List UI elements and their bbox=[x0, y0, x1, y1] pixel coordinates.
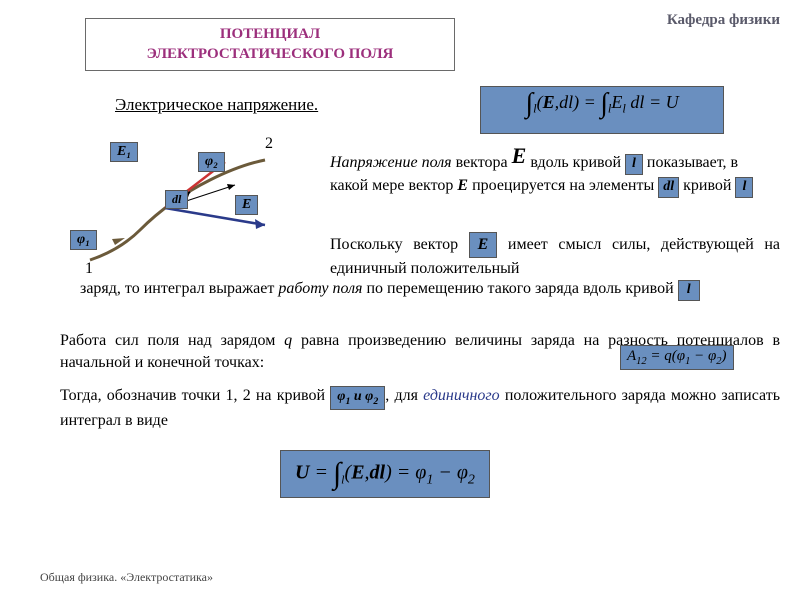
inline-E-big: E bbox=[512, 143, 527, 168]
inline-l-1: l bbox=[625, 154, 643, 175]
inline-phi12: φ1 и φ2 bbox=[330, 386, 385, 410]
inline-l-2: l bbox=[735, 177, 753, 198]
p3-italic: работу поля bbox=[278, 280, 362, 297]
inline-E-box: E bbox=[469, 232, 498, 258]
inline-q: q bbox=[284, 332, 292, 349]
slide-title: ПОТЕНЦИАЛ ЭЛЕКТРОСТАТИЧЕСКОГО ПОЛЯ bbox=[85, 18, 455, 71]
footer-text: Общая физика. «Электростатика» bbox=[40, 570, 213, 585]
title-line-1: ПОТЕНЦИАЛ bbox=[220, 26, 320, 42]
label-point-2: 2 bbox=[265, 135, 273, 153]
department-label: Кафедра физики bbox=[667, 12, 780, 29]
label-point-1: 1 bbox=[85, 260, 93, 278]
formula-voltage-integral: ∫l(E,dl) = ∫lEl dl = U bbox=[480, 86, 724, 134]
paragraph-1: Напряжение поля вектора E вдоль кривой l… bbox=[330, 145, 780, 198]
paragraph-2: Поскольку вектор E имеет смысл силы, дей… bbox=[330, 232, 780, 279]
paragraph-5: Тогда, обозначив точки 1, 2 на кривой φ1… bbox=[60, 385, 780, 432]
paragraph-3: заряд, то интеграл выражает работу поля … bbox=[80, 278, 780, 301]
inline-E-2: E bbox=[457, 177, 468, 194]
label-E: E bbox=[235, 195, 258, 215]
inline-l-3: l bbox=[678, 280, 700, 301]
formula-work: A12 = q(φ1 − φ2) bbox=[620, 345, 734, 370]
subtitle: Электрическое напряжение. bbox=[115, 95, 318, 115]
p5-italic-blue: единичного bbox=[423, 387, 500, 404]
label-dl: dl bbox=[165, 190, 188, 209]
formula-final: U = ∫l(E,dl) = φ1 − φ2 bbox=[280, 450, 490, 498]
label-phi1: φ₁ bbox=[70, 230, 97, 250]
label-phi2: φ₂ bbox=[198, 152, 225, 172]
diagram-svg bbox=[70, 130, 310, 280]
inline-dl: dl bbox=[658, 177, 679, 198]
p1-italic: Напряжение поля bbox=[330, 154, 452, 171]
label-E1: E₁ bbox=[110, 142, 138, 162]
field-diagram: φ₁ E₁ φ₂ dl E 1 2 bbox=[70, 130, 310, 280]
title-line-2: ЭЛЕКТРОСТАТИЧЕСКОГО ПОЛЯ bbox=[147, 46, 394, 62]
